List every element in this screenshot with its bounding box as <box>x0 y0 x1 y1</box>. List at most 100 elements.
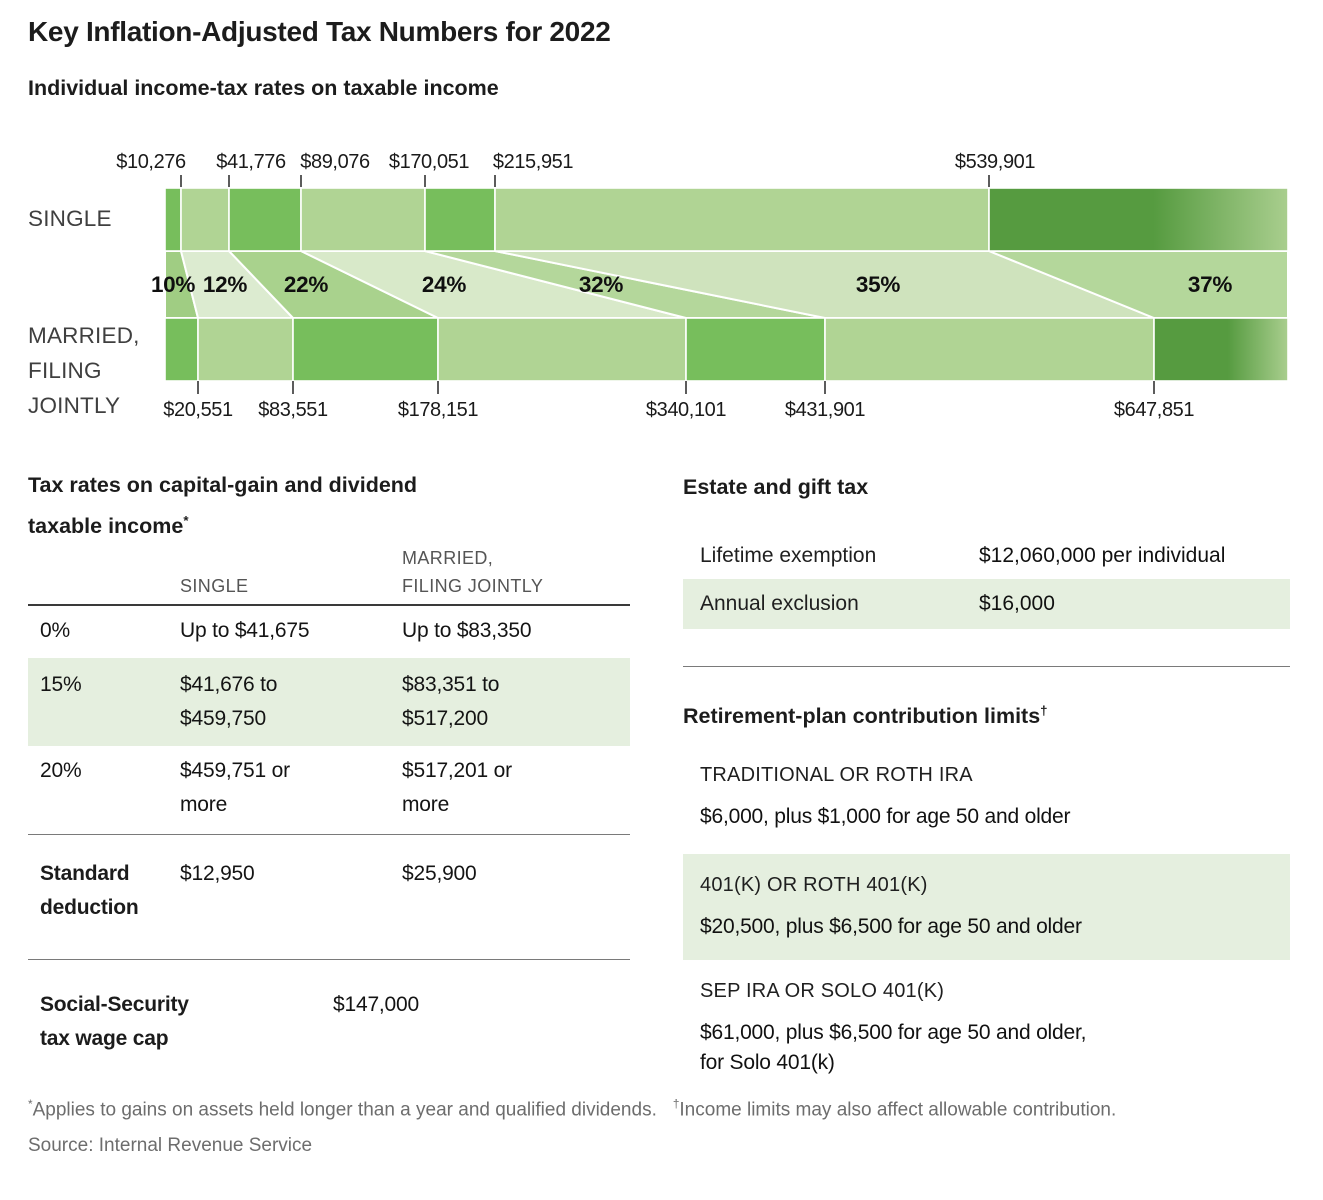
bracket-segment <box>494 187 990 252</box>
divider-rule <box>28 959 630 961</box>
plan-limit: $61,000, plus $6,500 for age 50 and olde… <box>700 1021 1087 1075</box>
table-row: 0% Up to $41,675 Up to $83,350 <box>28 606 630 658</box>
source-line: Source: Internal Revenue Service <box>28 1135 313 1157</box>
footnote-capital-gains: Applies to gains on assets held longer t… <box>32 1099 657 1121</box>
single-threshold-label: $89,076 <box>300 151 370 173</box>
single-threshold-label: $170,051 <box>389 151 469 173</box>
bracket-segment <box>824 317 1155 382</box>
plan-limit: $6,000, plus $1,000 for age 50 and older <box>700 805 1071 829</box>
bracket-segment <box>164 187 182 252</box>
rate-label: 10% <box>151 272 195 297</box>
col-header-single: SINGLE <box>180 576 249 597</box>
capital-gains-heading-text: Tax rates on capital-gain and dividend t… <box>28 473 418 539</box>
married-threshold-label: $178,151 <box>398 399 478 421</box>
rate-label: 24% <box>422 272 466 297</box>
bracket-segment <box>685 317 826 382</box>
header-rule <box>28 604 630 607</box>
capital-gains-heading-footmark: * <box>183 513 189 528</box>
page-title: Key Inflation-Adjusted Tax Numbers for 2… <box>28 16 611 47</box>
bracket-segment <box>300 187 426 252</box>
chart-subtitle: Individual income-tax rates on taxable i… <box>28 76 499 100</box>
married-threshold-label: $340,101 <box>646 399 726 421</box>
rate-label: 35% <box>856 272 900 297</box>
married-threshold-label: $647,851 <box>1114 399 1194 421</box>
bracket-segment <box>424 187 496 252</box>
bracket-segment <box>228 187 302 252</box>
rate-label: 37% <box>1188 272 1232 297</box>
single-cell: Up to $41,675 <box>180 619 310 643</box>
social-security-value: $147,000 <box>333 993 419 1017</box>
capital-gains-section: Tax rates on capital-gain and dividend t… <box>28 468 630 1056</box>
bracket-chart-svg: 10% 12% 22% 24% 32% 35% 37% $10,276 $20,551 $41,7… <box>116 151 1289 421</box>
social-security-row: Social-Security tax wage cap $147,000 <box>28 988 630 1056</box>
capital-gains-heading: Tax rates on capital-gain and dividend t… <box>28 468 630 544</box>
standard-deduction-single: $12,950 <box>180 862 255 886</box>
single-cell: $459,751 or more <box>180 759 290 817</box>
threshold-ticks <box>180 175 1155 394</box>
married-cell: $83,351 to $517,200 <box>402 673 500 731</box>
plan-name: TRADITIONAL OR ROTH IRA <box>700 764 973 787</box>
bracket-segment <box>292 317 439 382</box>
dagger-footmark: † <box>672 1098 680 1111</box>
col-header-married: MARRIED, FILING JOINTLY <box>402 548 544 597</box>
chart-row-label-single: SINGLE <box>28 206 112 231</box>
married-threshold-label: $20,551 <box>163 399 233 421</box>
rate-band <box>164 250 1289 319</box>
bracket-segment <box>437 317 687 382</box>
bracket-segment <box>1153 317 1289 382</box>
bracket-segment <box>988 187 1289 252</box>
bracket-segment <box>164 317 199 382</box>
capital-gains-header-row: SINGLE MARRIED, FILING JOINTLY <box>28 544 630 604</box>
plan-name: 401(K) OR ROTH 401(K) <box>700 874 928 897</box>
rate-label: 12% <box>203 272 247 297</box>
single-threshold-label: $10,276 <box>116 151 186 173</box>
rate-cell: 15% <box>40 673 82 697</box>
plan-name: SEP IRA OR SOLO 401(K) <box>700 980 945 1003</box>
married-cell: $517,201 or more <box>402 759 512 817</box>
single-threshold-label: $41,776 <box>216 151 286 173</box>
estate-row-label: Annual exclusion <box>700 592 859 615</box>
single-cell: $41,676 to $459,750 <box>180 673 278 731</box>
standard-deduction-label: Standard deduction <box>40 862 139 920</box>
retirement-item: TRADITIONAL OR ROTH IRA $6,000, plus $1,… <box>683 752 1290 846</box>
estate-gift-heading: Estate and gift tax <box>683 475 869 499</box>
estate-row-label: Lifetime exemption <box>700 544 877 567</box>
retirement-item-highlighted: 401(K) OR ROTH 401(K) $20,500, plus $6,5… <box>683 854 1290 961</box>
retirement-heading-text: Retirement-plan contribution limits <box>683 704 1041 729</box>
rate-label: 32% <box>579 272 623 297</box>
chart-row-label-married: MARRIED, FILING JOINTLY <box>28 323 140 418</box>
footnotes: *Applies to gains on assets held longer … <box>28 1090 1223 1161</box>
retirement-heading: Retirement-plan contribution limits† <box>683 693 1290 734</box>
single-threshold-label: $539,901 <box>955 151 1035 173</box>
table-row-highlighted: 15% $41,676 to $459,750 $83,351 to $517,… <box>28 658 630 747</box>
rate-cell: 20% <box>40 759 82 783</box>
footnote-income-limits: Income limits may also affect allowable … <box>679 1099 1117 1121</box>
plan-limit: $20,500, plus $6,500 for age 50 and olde… <box>700 915 1082 939</box>
table-row: 20% $459,751 or more $517,201 or more <box>28 746 630 834</box>
married-threshold-label: $83,551 <box>258 399 328 421</box>
bracket-segment <box>197 317 294 382</box>
estate-row-value: $16,000 <box>979 592 1055 615</box>
estate-row-value: $12,060,000 per individual <box>979 544 1226 567</box>
married-cell: Up to $83,350 <box>402 619 532 643</box>
married-threshold-label: $431,901 <box>785 399 865 421</box>
retirement-item: SEP IRA OR SOLO 401(K) $61,000, plus $6,… <box>683 968 1290 1092</box>
estate-retirement-section: Estate and gift tax Lifetime exemption $… <box>683 470 1290 1092</box>
chart-labels: 10% 12% 22% 24% 32% 35% 37% $10,276 $20,551 $41,7… <box>116 151 1232 421</box>
divider-rule <box>683 666 1290 667</box>
married-bar-segments <box>164 317 1289 382</box>
standard-deduction-married: $25,900 <box>402 862 477 886</box>
retirement-heading-footmark: † <box>1040 703 1048 718</box>
single-threshold-label: $215,951 <box>493 151 573 173</box>
estate-row-highlighted: Annual exclusion $16,000 <box>683 579 1290 629</box>
rate-cell: 0% <box>40 619 70 643</box>
divider-rule <box>28 834 630 836</box>
bracket-segment <box>180 187 230 252</box>
footnote-line: *Applies to gains on assets held longer … <box>28 1090 1223 1125</box>
estate-row: Lifetime exemption $12,060,000 per indiv… <box>683 533 1290 579</box>
asterisk-footmark: * <box>28 1098 33 1111</box>
standard-deduction-row: Standard deduction $12,950 $25,900 <box>28 857 630 925</box>
rate-label: 22% <box>284 272 328 297</box>
social-security-label: Social-Security tax wage cap <box>40 993 189 1051</box>
